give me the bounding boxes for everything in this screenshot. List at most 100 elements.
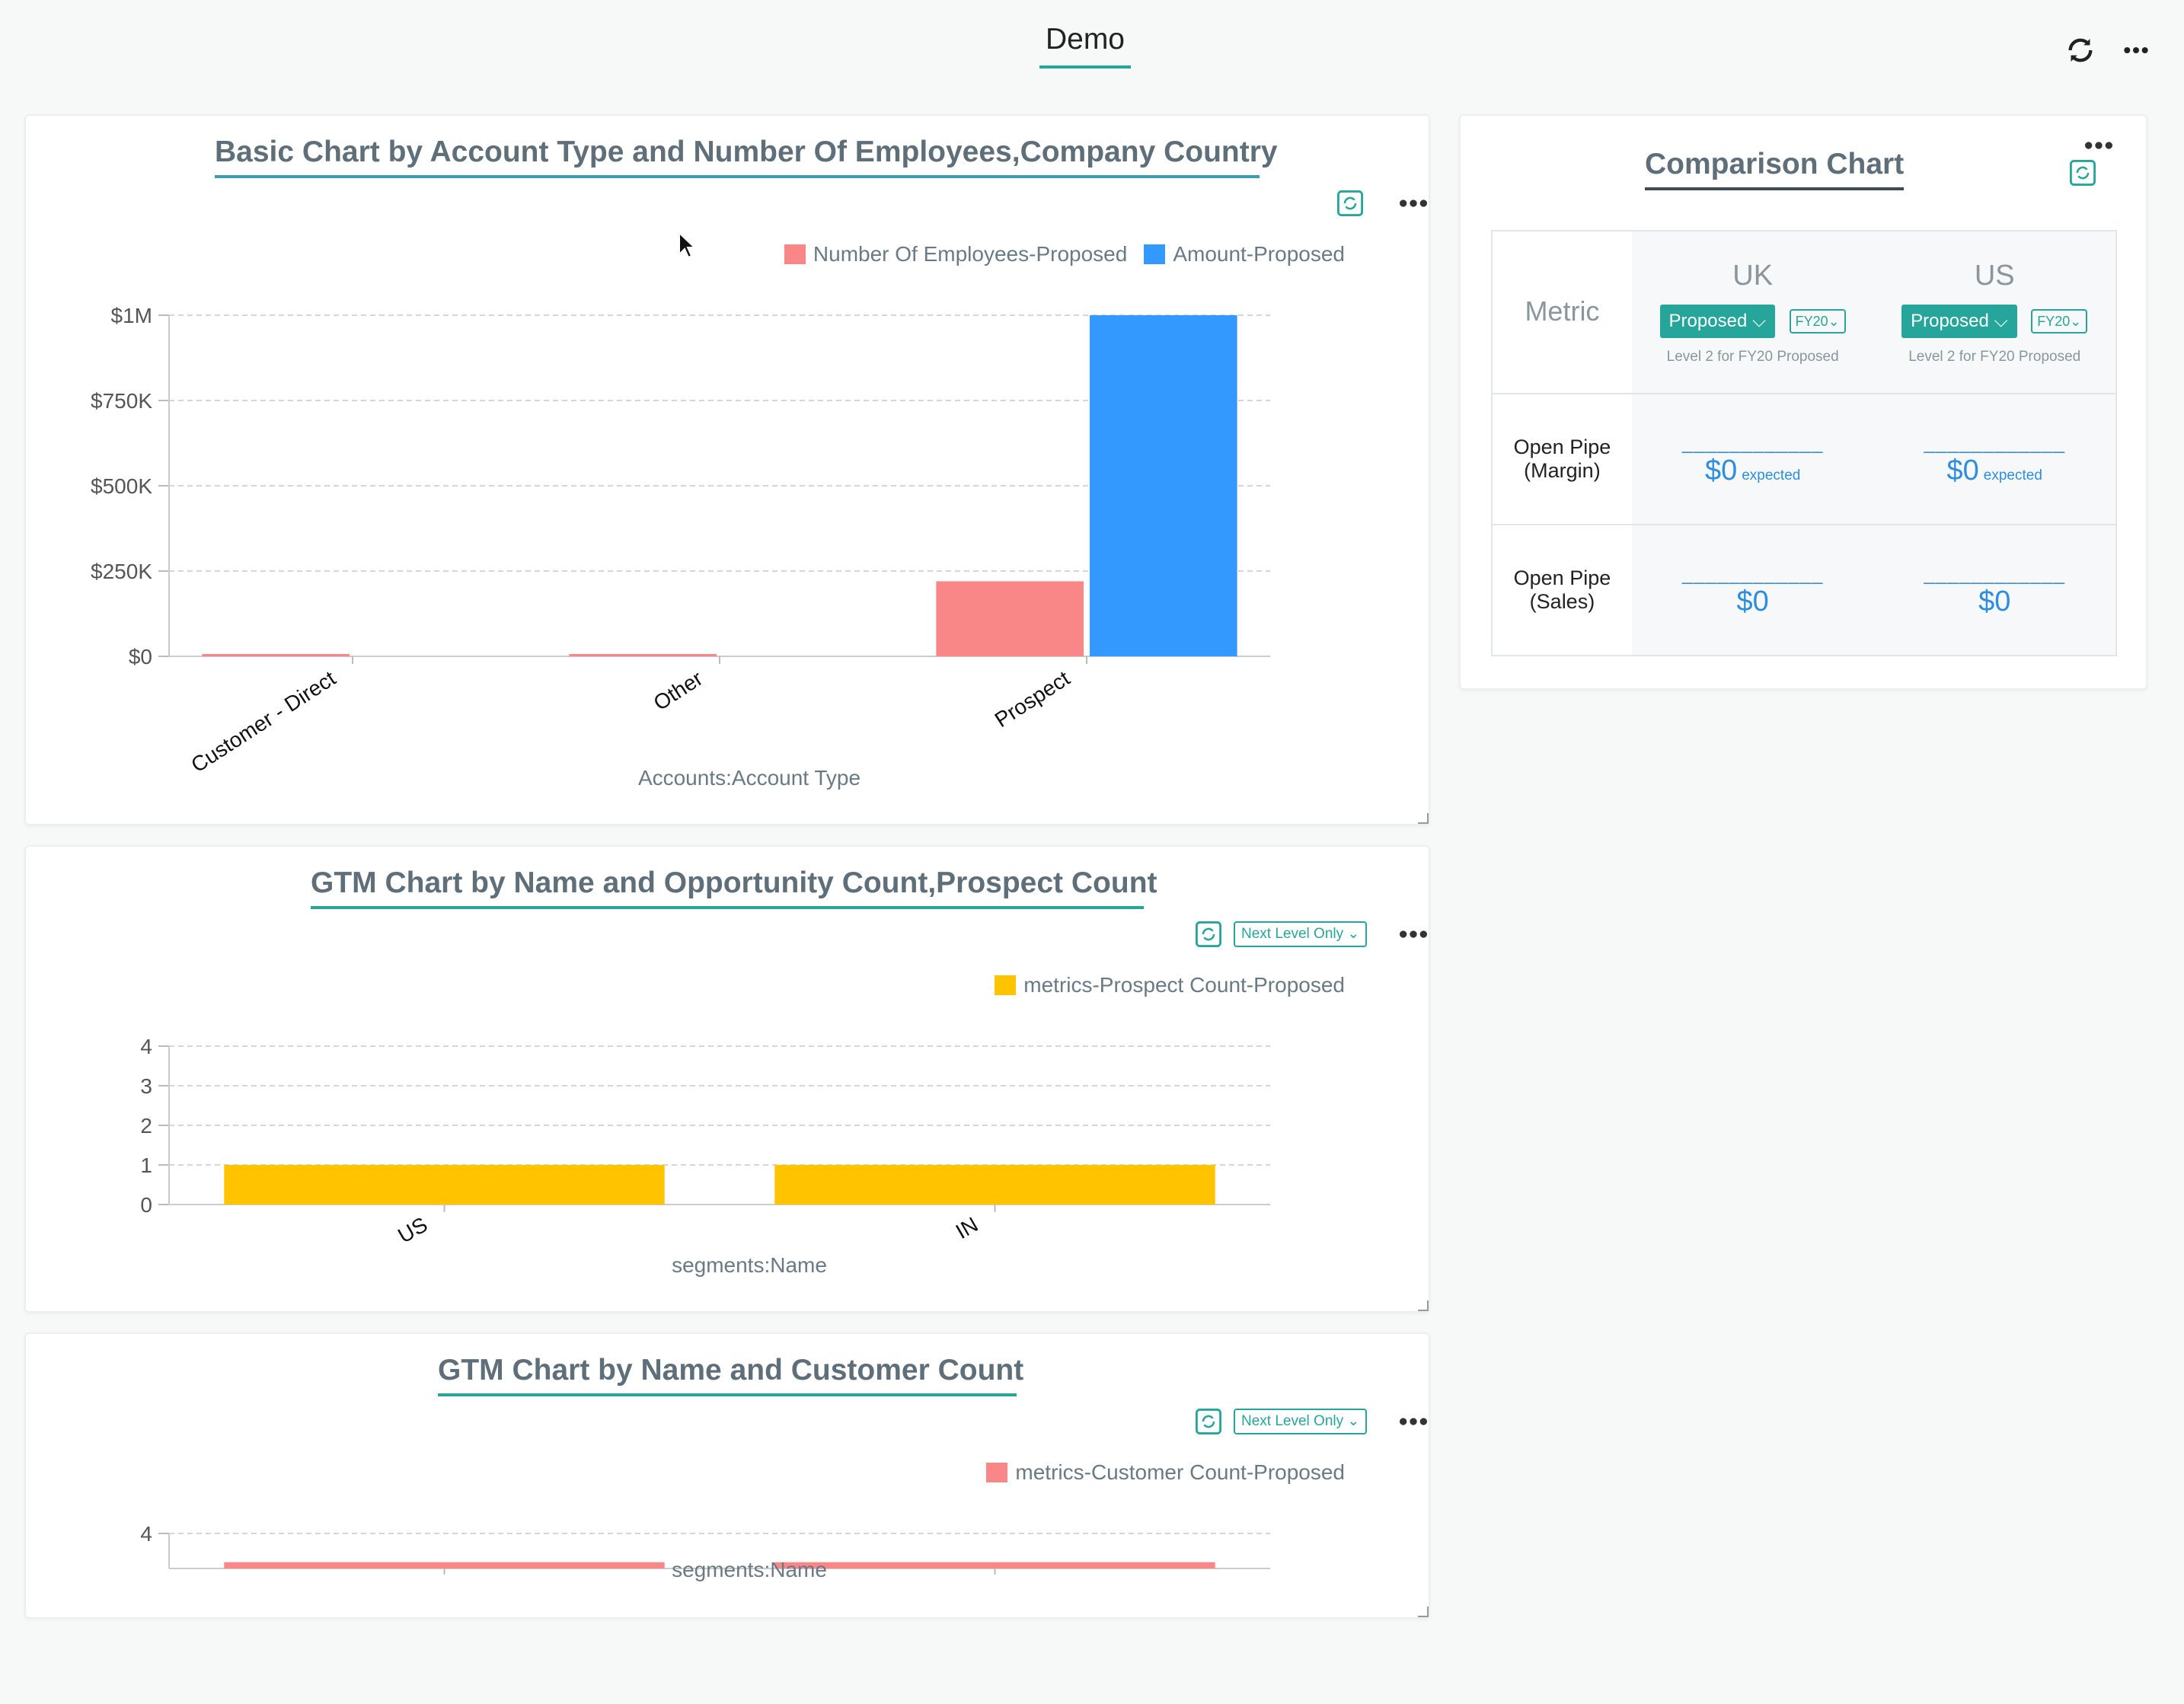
resize-handle[interactable] xyxy=(1418,813,1429,824)
fiscal-year-select[interactable]: FY20⌄ xyxy=(1789,308,1846,333)
gtm-customer-legend: metrics-Customer Count-Proposed xyxy=(969,1460,1345,1485)
chart-group: Customer - Direct Other Prospect xyxy=(158,314,1270,777)
mouse-cursor-icon xyxy=(679,231,697,259)
metric-value-cell[interactable]: ____________ $0 expected xyxy=(1631,393,1874,525)
fiscal-year-value: FY20 xyxy=(1795,313,1828,329)
metric-value-cell[interactable]: ____________ $0 expected xyxy=(1873,393,2116,525)
gtm-prospect-xlabel: segments:Name xyxy=(672,1253,827,1277)
bar xyxy=(936,581,1084,656)
comparison-chart-title[interactable]: Comparison Chart xyxy=(1645,148,1904,190)
gtm-prospect-chart-card: GTM Chart by Name and Opportunity Count,… xyxy=(24,845,1430,1313)
chart-group: US IN xyxy=(158,1045,1270,1248)
metric-value-cell[interactable]: ____________ $0 xyxy=(1631,524,1874,656)
scenario-select-value: Proposed xyxy=(1911,310,1989,331)
value-divider: ____________ xyxy=(1681,562,1824,585)
refresh-chart-icon[interactable] xyxy=(1337,190,1363,216)
y-tick-label: 1 xyxy=(140,1154,152,1177)
bar xyxy=(774,1562,1215,1568)
column-header-uk: UK Proposed ⌵ FY20⌄ Level 2 for FY20 Pro… xyxy=(1631,230,1874,394)
column-header-us: US Proposed ⌵ FY20⌄ Level 2 for FY20 Pro… xyxy=(1873,230,2116,394)
chevron-down-icon: ⌄ xyxy=(2070,313,2082,329)
column-name: US xyxy=(1974,259,2015,292)
y-tick-label: 2 xyxy=(140,1114,152,1138)
legend-item-prospect-count[interactable]: metrics-Prospect Count-Proposed xyxy=(995,973,1345,997)
resize-handle[interactable] xyxy=(1418,1300,1429,1311)
legend-item-employees[interactable]: Number Of Employees-Proposed xyxy=(784,242,1127,266)
metric-label: Open Pipe (Sales) xyxy=(1492,524,1632,656)
gtm-customer-xlabel: segments:Name xyxy=(672,1558,827,1581)
fiscal-year-select[interactable]: FY20⌄ xyxy=(2031,308,2088,333)
x-tick-label: Other xyxy=(650,666,707,715)
basic-chart-plot: Customer - Direct Other Prospect $0 $250K $50… xyxy=(91,304,1270,777)
next-level-only-button[interactable]: Next Level Only ⌄ xyxy=(1234,1409,1368,1434)
comparison-header-row: Metric UK Proposed ⌵ FY20⌄ Level 2 for F… xyxy=(1492,230,2116,394)
legend-swatch xyxy=(995,975,1017,995)
basic-chart-xlabel: Accounts:Account Type xyxy=(637,766,861,790)
bar xyxy=(569,654,717,656)
metric-value: $0 xyxy=(1946,455,1979,487)
legend-item-customer-count[interactable]: metrics-Customer Count-Proposed xyxy=(986,1460,1345,1485)
basic-chart-card: Basic Chart by Account Type and Number O… xyxy=(24,114,1430,825)
metric-header: Metric xyxy=(1492,230,1632,394)
metric-value: $0 xyxy=(1736,586,1769,617)
more-icon[interactable] xyxy=(2121,35,2151,65)
y-tick-label: $0 xyxy=(129,645,152,669)
refresh-icon[interactable] xyxy=(2065,35,2096,65)
x-tick-label: Prospect xyxy=(991,666,1074,732)
legend-item-amount[interactable]: Amount-Proposed xyxy=(1144,242,1345,266)
gtm-prospect-chart-title[interactable]: GTM Chart by Name and Opportunity Count,… xyxy=(311,866,1157,909)
legend-label: Amount-Proposed xyxy=(1173,242,1345,266)
column-note: Level 2 for FY20 Proposed xyxy=(1908,348,2081,365)
legend-label: Number Of Employees-Proposed xyxy=(813,242,1128,266)
comparison-row-sales: Open Pipe (Sales) ____________ $0 ______… xyxy=(1492,524,2116,656)
legend-swatch xyxy=(986,1463,1008,1482)
x-tick-label: US xyxy=(394,1212,431,1247)
value-divider: ____________ xyxy=(1681,431,1824,454)
bar xyxy=(202,654,350,656)
metric-value: $0 xyxy=(1704,455,1738,487)
comparison-table: Metric UK Proposed ⌵ FY20⌄ Level 2 for F… xyxy=(1491,230,2117,656)
fiscal-year-value: FY20 xyxy=(2037,313,2071,329)
comparison-row-margin: Open Pipe (Margin) ____________ $0 expect… xyxy=(1492,393,2116,525)
legend-label: metrics-Prospect Count-Proposed xyxy=(1023,973,1345,997)
legend-swatch xyxy=(784,244,806,264)
bar xyxy=(1090,315,1237,656)
basic-chart-title[interactable]: Basic Chart by Account Type and Number O… xyxy=(215,136,1278,178)
legend-label: metrics-Customer Count-Proposed xyxy=(1015,1460,1345,1484)
y-tick-label: $500K xyxy=(91,474,152,498)
refresh-chart-icon[interactable] xyxy=(1196,921,1221,947)
chevron-down-icon: ⌵ xyxy=(1751,310,1767,331)
comparison-chart-card: Comparison Chart Metric UK Proposed ⌵ FY… xyxy=(1459,114,2147,690)
scenario-select[interactable]: Proposed ⌵ xyxy=(1659,304,1776,338)
metric-header-label: Metric xyxy=(1525,295,1600,327)
chart-group: US UK xyxy=(158,1533,1270,1575)
scenario-select[interactable]: Proposed ⌵ xyxy=(1901,304,2017,338)
y-tick-label: 4 xyxy=(140,1035,152,1058)
x-tick-label: Customer - Direct xyxy=(187,666,340,777)
page-title[interactable]: Demo xyxy=(1039,23,1131,69)
x-tick-label: IN xyxy=(952,1212,982,1243)
gtm-customer-chart-card: GTM Chart by Name and Customer Count Nex… xyxy=(24,1332,1430,1619)
bar xyxy=(774,1165,1215,1205)
gtm-customer-chart-plot: US UK4 xyxy=(140,1522,1270,1575)
column-name: UK xyxy=(1732,259,1774,292)
resize-handle[interactable] xyxy=(1418,1607,1429,1617)
chart-more-icon[interactable] xyxy=(1398,1416,1429,1427)
metric-value-cell[interactable]: ____________ $0 xyxy=(1873,524,2116,656)
gtm-prospect-chart-plot: US IN 0 1 2 3 4 xyxy=(140,1035,1270,1248)
column-note: Level 2 for FY20 Proposed xyxy=(1666,348,1839,365)
comparison-more-icon[interactable] xyxy=(2083,140,2114,151)
refresh-chart-icon[interactable] xyxy=(1196,1409,1221,1434)
chevron-down-icon: ⌄ xyxy=(1828,313,1840,329)
chevron-down-icon: ⌄ xyxy=(1347,926,1360,942)
chart-more-icon[interactable] xyxy=(1398,929,1429,940)
next-level-only-button[interactable]: Next Level Only ⌄ xyxy=(1234,921,1368,947)
next-level-only-label: Next Level Only xyxy=(1241,1413,1344,1429)
refresh-chart-icon[interactable] xyxy=(2070,160,2096,186)
y-tick-label: $1M xyxy=(111,304,152,327)
gtm-customer-chart-title[interactable]: GTM Chart by Name and Customer Count xyxy=(438,1354,1023,1396)
bar xyxy=(224,1562,665,1568)
metric-value: $0 xyxy=(1978,586,2011,617)
value-divider: ____________ xyxy=(1924,562,2065,585)
chart-more-icon[interactable] xyxy=(1398,198,1429,209)
